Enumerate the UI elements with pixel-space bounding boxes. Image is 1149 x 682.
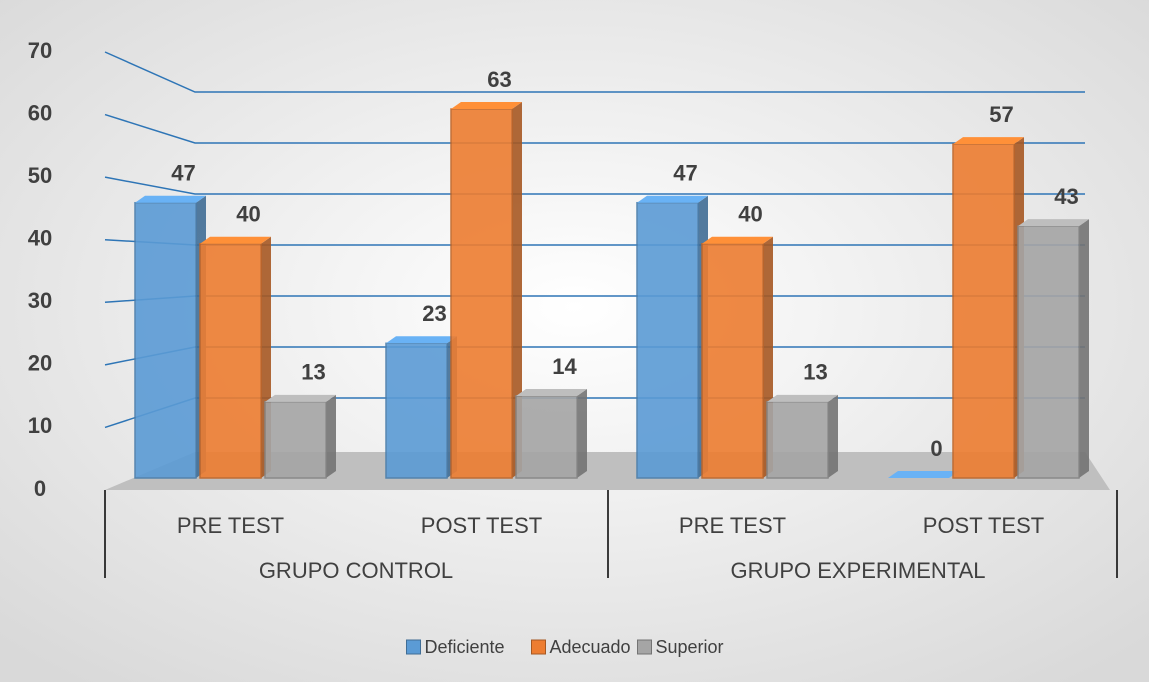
y-tick-label: 40 [28,226,52,251]
bar [1017,219,1089,479]
grid-line [104,113,1085,144]
y-tick-label: 20 [28,351,52,376]
bar-side [326,394,336,478]
x-tick-label: PRE TEST [177,513,284,538]
group-label: GRUPO EXPERIMENTAL [730,558,985,583]
bar-top [265,394,336,402]
value-label: 13 [803,360,827,385]
bar-front [766,401,829,479]
bar-top [200,236,271,244]
value-label: 40 [236,202,260,227]
bar-side [1079,219,1089,478]
bar-top [386,336,457,344]
bar [264,394,336,479]
bar-front [199,242,262,479]
legend-label: Adecuado [550,637,631,657]
value-label: 47 [171,161,195,186]
bar [134,195,206,479]
legend-swatch [531,639,546,655]
bar-front [636,201,699,479]
bar-top [516,389,587,396]
value-label: 47 [673,161,697,186]
y-tick-label: 60 [28,100,52,125]
bar-top [767,394,838,402]
legend-swatch [637,639,652,655]
bar-front [1017,225,1080,479]
x-tick-label: POST TEST [923,513,1044,538]
bar-side [828,394,838,478]
bar-top [1018,219,1089,227]
bar-side [577,389,587,478]
floor [105,452,1110,490]
bar-front [701,242,764,479]
x-tick-label: POST TEST [421,513,542,538]
bar [766,394,838,479]
value-label: 23 [422,301,446,326]
bar [701,236,773,479]
axis-lines [104,490,1118,578]
value-label: 0 [930,436,942,461]
value-label: 43 [1054,184,1078,209]
bar-top [135,195,206,203]
bar-top [637,195,708,203]
group-label: GRUPO CONTROL [259,558,453,583]
bar-front [952,143,1015,479]
bar [385,336,457,479]
value-label: 13 [301,360,325,385]
legend-label: Deficiente [425,637,505,657]
bar-side [512,102,522,478]
y-tick-label: 50 [28,163,52,188]
bar-front [264,401,327,479]
bar-front [385,342,448,479]
bar [515,389,587,479]
grid-line [104,176,1085,195]
bar-top [451,102,522,109]
y-tick-label: 30 [28,288,52,313]
legend-swatch [406,639,421,655]
bar-front [134,201,197,479]
bar [450,102,522,479]
bar-front [450,108,513,479]
grid-line [104,51,1085,93]
value-label: 63 [487,67,511,92]
legend-label: Superior [656,637,724,657]
bar [636,195,708,479]
bar-front [515,395,578,479]
bar [199,236,271,479]
bar [952,137,1024,479]
bar [888,471,959,478]
bar-top [953,137,1024,145]
y-tick-label: 70 [28,38,52,63]
value-label: 57 [989,102,1013,127]
y-tick-label: 0 [34,476,46,501]
y-tick-label: 10 [28,413,52,438]
bar-top [888,471,959,478]
value-label: 40 [738,202,762,227]
x-tick-label: PRE TEST [679,513,786,538]
bar-top [702,236,773,244]
value-label: 14 [552,354,577,379]
